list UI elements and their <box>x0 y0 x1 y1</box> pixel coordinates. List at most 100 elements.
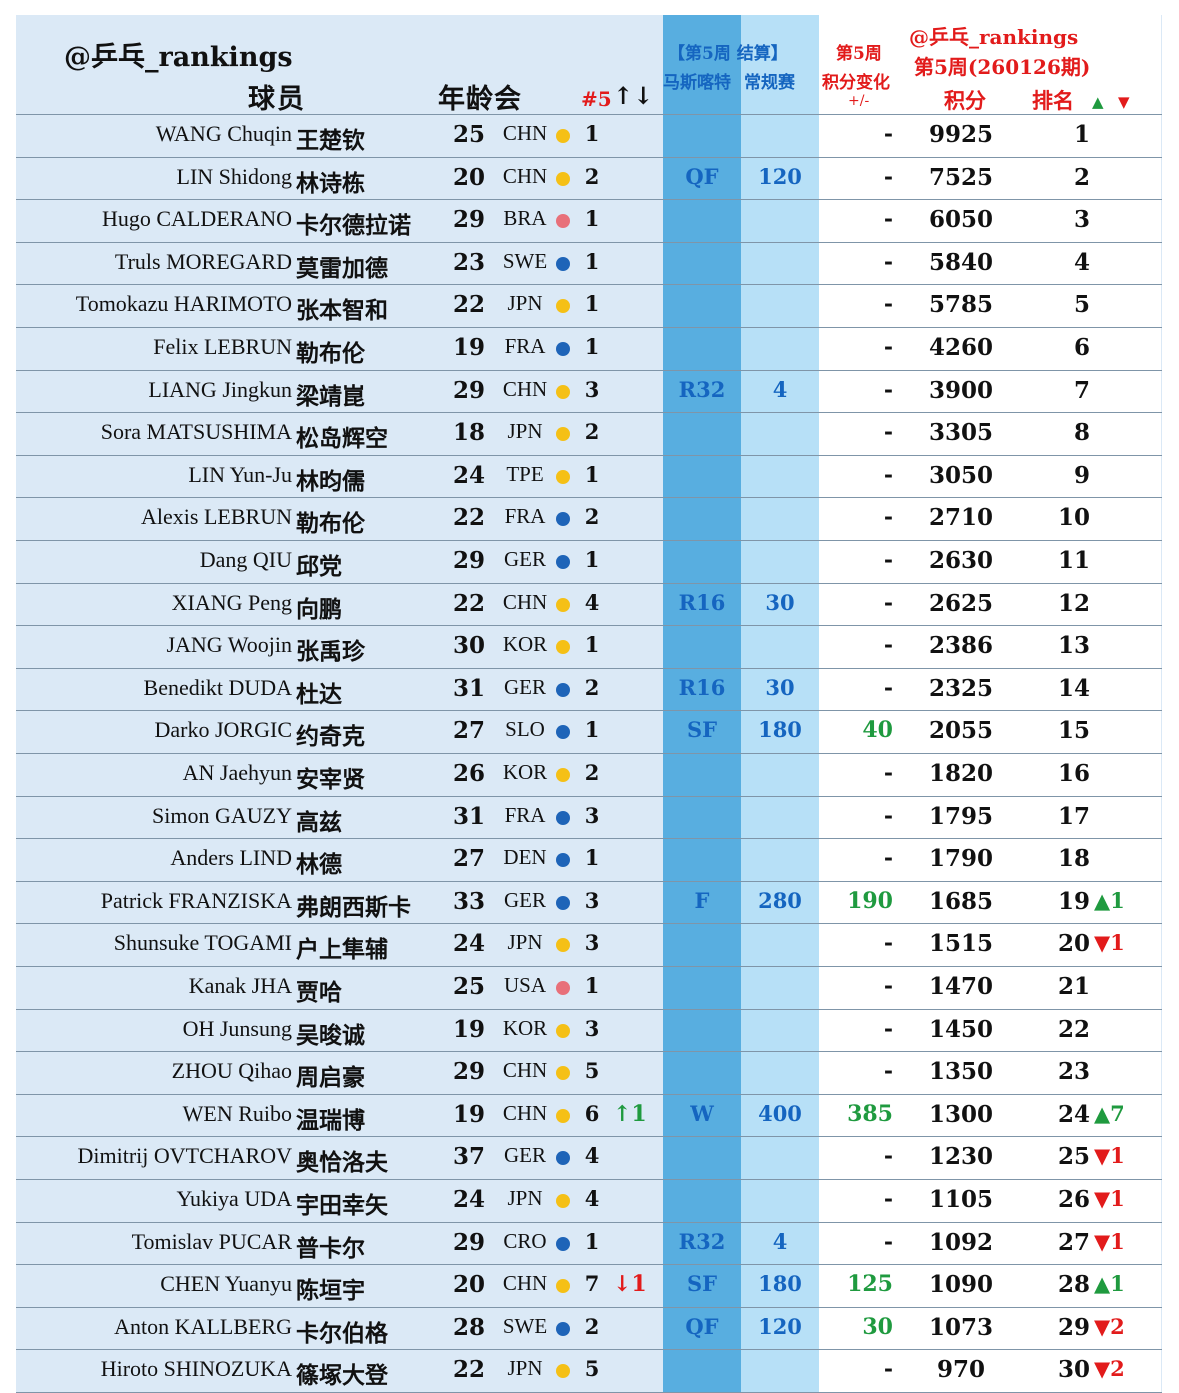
player-name-zh: 林诗栋 <box>296 170 365 197</box>
world-rank: 1 <box>1073 121 1090 148</box>
player-age: 22 <box>452 291 485 319</box>
national-rank: 7 <box>584 1271 600 1297</box>
player-name-zh: 勒布伦 <box>296 341 365 367</box>
world-rank: 7 <box>1073 376 1090 404</box>
player-association: DEN <box>503 845 547 870</box>
row-divider <box>16 114 1162 115</box>
player-name-zh: 宇田幸矢 <box>296 1193 388 1219</box>
player-name-zh: 安宰贤 <box>296 767 365 793</box>
player-association: GER <box>504 1143 546 1168</box>
player-association: JPN <box>507 291 543 316</box>
association-dot-icon <box>556 384 570 399</box>
player-association: JPN <box>507 1356 543 1381</box>
player-name-zh: 高兹 <box>296 809 342 836</box>
association-dot-icon <box>556 1108 570 1123</box>
row-divider <box>16 1306 1162 1308</box>
player-association: BRA <box>503 206 547 231</box>
association-dot-icon <box>556 682 570 697</box>
rank-trend: ▼2 <box>1094 1313 1125 1339</box>
national-rank: 1 <box>584 291 600 317</box>
week-round-points: 120 <box>758 1313 802 1339</box>
player-name-zh: 卡尔德拉诺 <box>296 213 411 240</box>
national-rank: 1 <box>584 334 600 359</box>
player-name-zh: 张本智和 <box>296 298 388 325</box>
rank-trend: ▼1 <box>1094 930 1125 956</box>
player-name-zh: 莫雷加德 <box>296 255 388 282</box>
national-rank: 5 <box>584 1058 600 1084</box>
national-rank: 4 <box>584 1186 600 1211</box>
world-rank: 29 <box>1057 1313 1090 1341</box>
week-round-points: 280 <box>758 887 802 913</box>
player-name-en: XIANG Peng <box>171 589 292 615</box>
player-age: 24 <box>452 1186 485 1213</box>
national-rank: 1 <box>584 973 600 998</box>
national-rank: 2 <box>584 504 600 530</box>
association-dot-icon <box>556 214 570 229</box>
player-name-en: Tomislav PUCAR <box>131 1228 292 1254</box>
national-rank: 1 <box>584 632 600 658</box>
association-dot-icon <box>556 810 570 825</box>
total-points: 9925 <box>928 121 993 148</box>
player-name-zh: 杜达 <box>296 681 342 708</box>
week-points-change: - <box>883 206 893 233</box>
player-association: CHN <box>502 1271 548 1296</box>
player-name-en: Dang QIU <box>199 547 292 572</box>
world-rank: 19 <box>1057 887 1090 915</box>
round-column-band <box>663 15 741 1392</box>
world-rank: 18 <box>1057 845 1090 873</box>
player-age: 29 <box>452 376 485 404</box>
world-rank: 4 <box>1073 248 1090 276</box>
association-dot-icon <box>556 768 570 782</box>
national-rank: 5 <box>584 1356 600 1382</box>
row-divider <box>16 454 1162 456</box>
player-age: 27 <box>452 845 485 873</box>
association-dot-icon <box>556 597 570 612</box>
national-rank-move: ↓1 <box>613 1271 647 1298</box>
row-divider <box>16 412 1162 414</box>
association-dot-icon <box>556 1194 570 1208</box>
week-round-points: 30 <box>765 589 795 615</box>
player-association: CRO <box>503 1228 547 1253</box>
week-points-change: - <box>883 504 893 531</box>
change-header-title: 积分变化 <box>822 73 890 93</box>
total-points: 3305 <box>928 419 993 447</box>
association-dot-icon <box>556 640 570 655</box>
week-points-change: - <box>883 802 893 829</box>
player-age: 19 <box>452 1015 485 1043</box>
association-dot-icon <box>556 1236 570 1251</box>
week-points-change: - <box>883 1143 893 1170</box>
player-age: 25 <box>452 973 485 1000</box>
week-round-points: 4 <box>772 376 788 402</box>
points-column-header: 积分 <box>944 88 986 113</box>
player-name-zh: 约奇克 <box>296 724 365 751</box>
week-round-points: 180 <box>758 717 802 743</box>
world-rank: 20 <box>1057 930 1090 958</box>
player-association: SWE <box>502 248 548 273</box>
world-rank: 28 <box>1057 1271 1090 1299</box>
player-age: 19 <box>452 334 485 361</box>
total-points: 5785 <box>928 291 993 319</box>
row-divider <box>16 1221 1162 1223</box>
association-dot-icon <box>556 1151 570 1166</box>
week-round-result: W <box>690 1100 714 1126</box>
national-rank: 3 <box>584 376 600 402</box>
week-points-change: - <box>883 760 893 786</box>
national-rank: 2 <box>584 419 600 445</box>
row-divider <box>16 923 1162 925</box>
association-dot-icon <box>556 1023 570 1038</box>
row-divider <box>16 497 1162 499</box>
total-points: 2710 <box>928 504 993 532</box>
regular-column-header: 常规赛 <box>744 73 795 93</box>
row-divider <box>16 1179 1162 1180</box>
player-name-en: ZHOU Qihao <box>171 1058 292 1084</box>
association-dot-icon <box>556 512 570 527</box>
player-name-en: Yukiya UDA <box>176 1186 293 1211</box>
player-age: 29 <box>452 547 485 574</box>
total-points: 3050 <box>928 461 993 489</box>
week-round-result: R16 <box>678 674 726 700</box>
week-settlement-header: 【第5周 结算】 <box>668 44 788 64</box>
world-rank: 23 <box>1057 1058 1090 1086</box>
change-header-sign: +/- <box>848 93 870 109</box>
association-dot-icon <box>556 1321 570 1336</box>
national-rank: 1 <box>584 121 600 146</box>
